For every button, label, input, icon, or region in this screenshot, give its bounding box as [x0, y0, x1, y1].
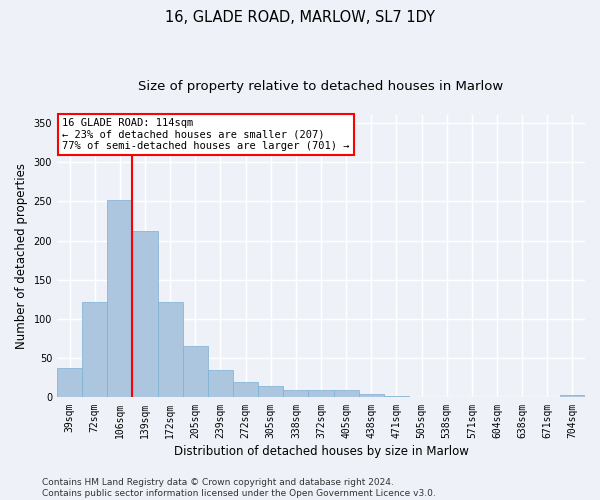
- Text: 16, GLADE ROAD, MARLOW, SL7 1DY: 16, GLADE ROAD, MARLOW, SL7 1DY: [165, 10, 435, 25]
- Text: 16 GLADE ROAD: 114sqm
← 23% of detached houses are smaller (207)
77% of semi-det: 16 GLADE ROAD: 114sqm ← 23% of detached …: [62, 118, 350, 151]
- Y-axis label: Number of detached properties: Number of detached properties: [15, 163, 28, 349]
- Bar: [560, 395, 585, 398]
- Bar: [258, 386, 283, 398]
- Bar: [308, 390, 334, 398]
- Bar: [484, 396, 509, 398]
- Bar: [208, 370, 233, 398]
- Bar: [283, 390, 308, 398]
- Bar: [434, 396, 459, 398]
- Bar: [158, 302, 183, 398]
- Bar: [334, 390, 359, 398]
- Bar: [409, 396, 434, 398]
- Bar: [107, 200, 133, 398]
- Bar: [82, 302, 107, 398]
- Title: Size of property relative to detached houses in Marlow: Size of property relative to detached ho…: [139, 80, 503, 93]
- Bar: [359, 394, 384, 398]
- Bar: [233, 382, 258, 398]
- Bar: [57, 368, 82, 398]
- Bar: [384, 396, 409, 398]
- X-axis label: Distribution of detached houses by size in Marlow: Distribution of detached houses by size …: [173, 444, 469, 458]
- Bar: [183, 346, 208, 398]
- Bar: [459, 396, 484, 398]
- Bar: [133, 231, 158, 398]
- Text: Contains HM Land Registry data © Crown copyright and database right 2024.
Contai: Contains HM Land Registry data © Crown c…: [42, 478, 436, 498]
